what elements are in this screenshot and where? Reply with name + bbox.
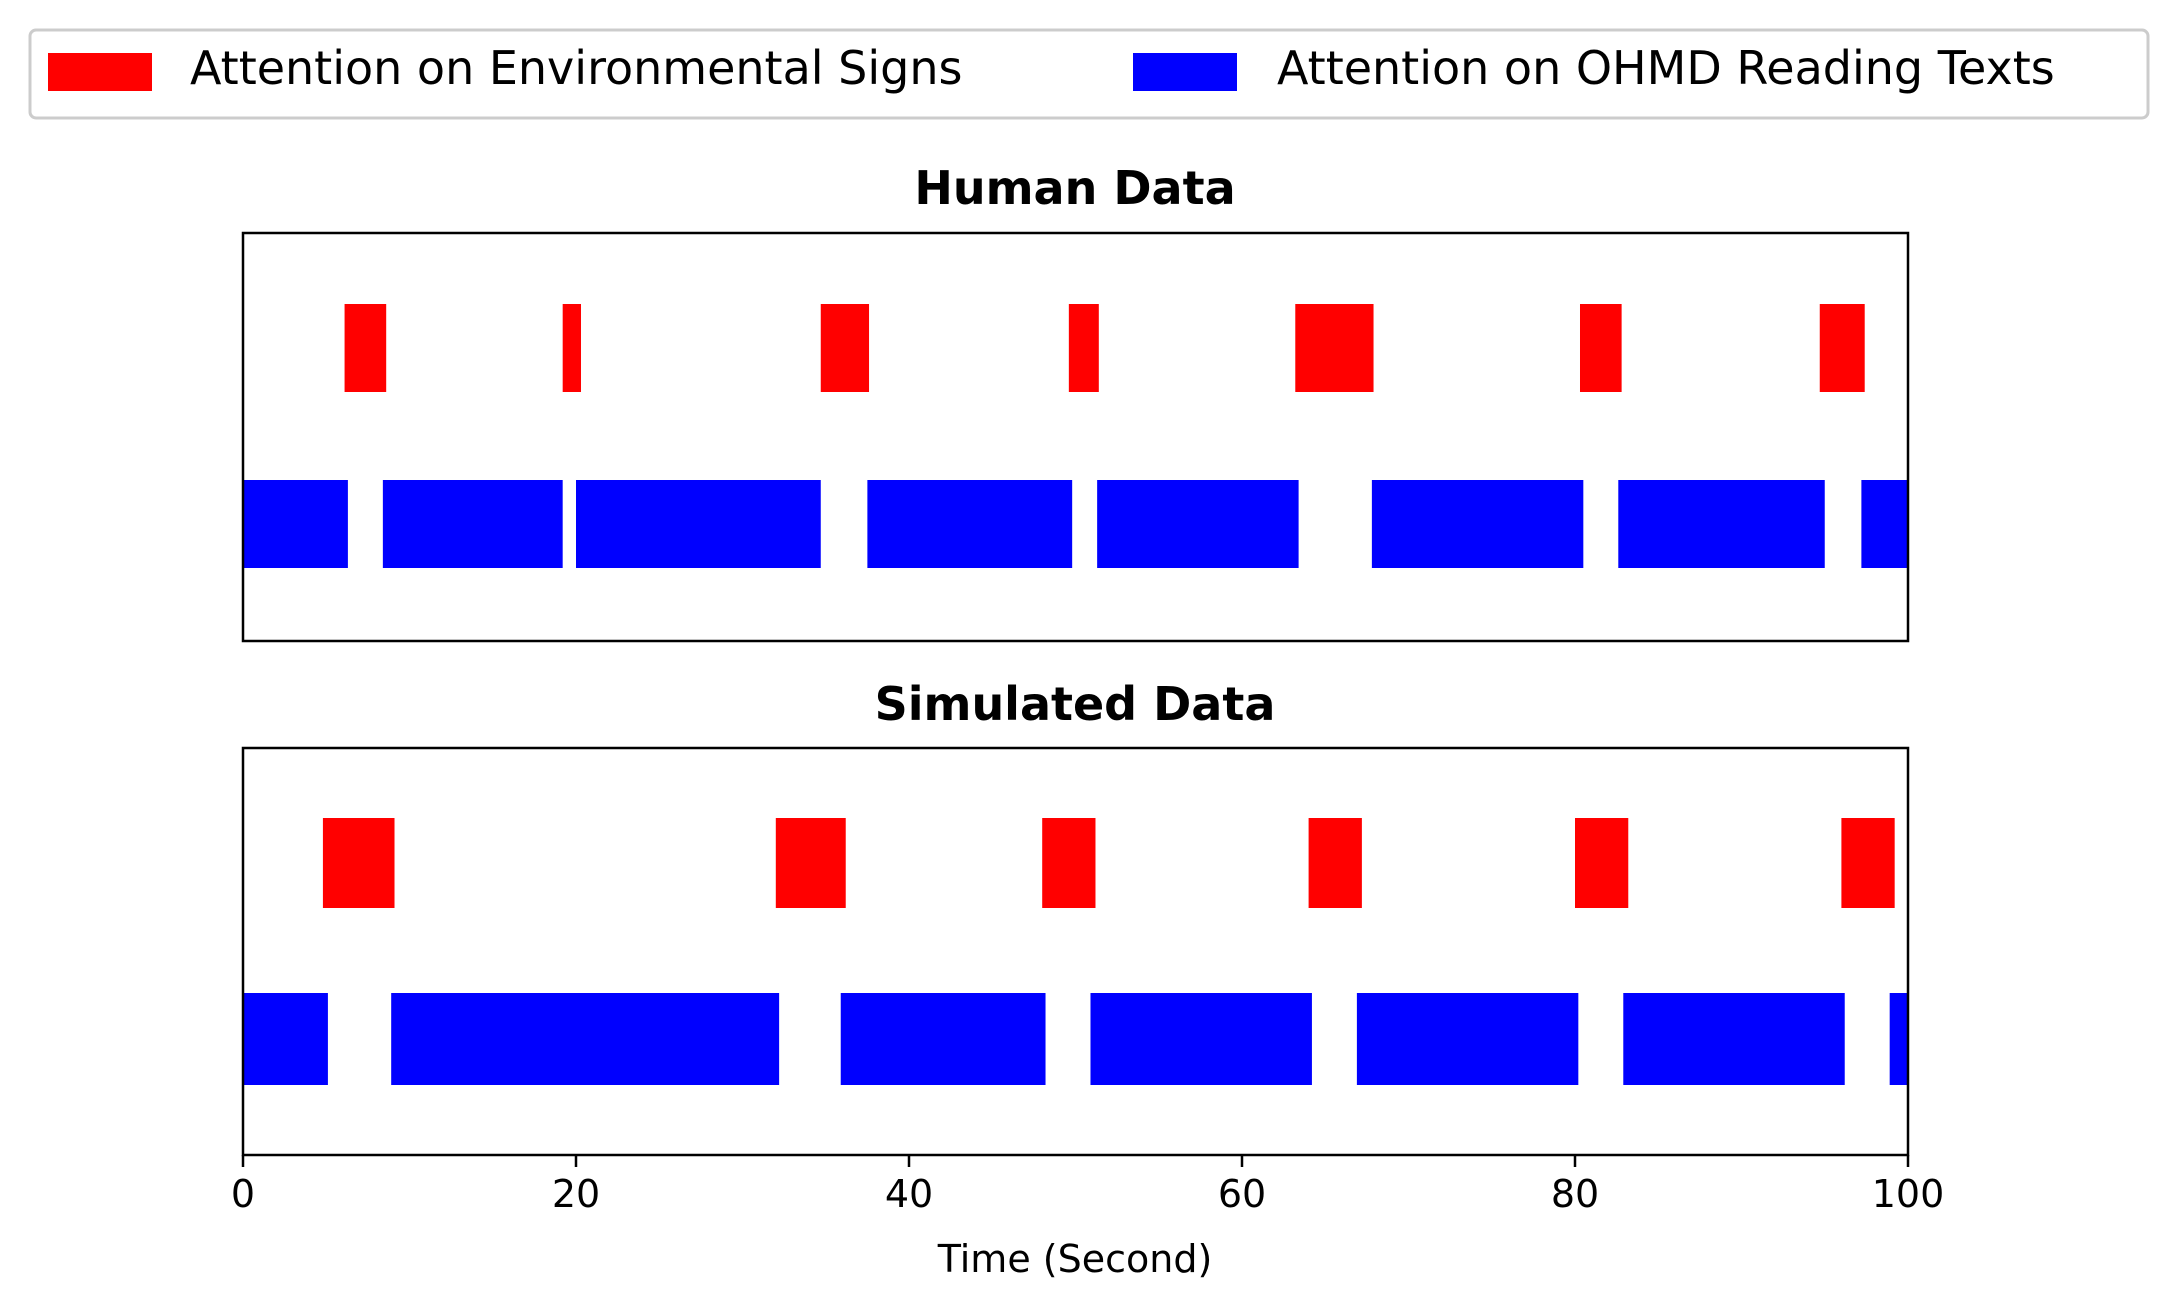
ohmd-reading-bar-0	[243, 480, 348, 568]
panel-title-human-data: Human Data	[914, 161, 1235, 215]
simulated-data-panel: Simulated Data 0 20 40 60 80 100 Time (Second…	[231, 677, 1944, 1281]
human-data-axes-frame	[241, 231, 1910, 643]
ohmd-reading-bar-0	[243, 993, 328, 1085]
legend-swatch-environmental-signs	[48, 53, 152, 91]
human-data-marks	[243, 304, 1908, 568]
ohmd-reading-bar-1	[382, 480, 563, 568]
ohmd-reading-bar-6	[1889, 993, 1908, 1085]
ohmd-reading-bar-2	[840, 993, 1046, 1085]
environmental-signs-bar-3	[1068, 304, 1099, 392]
environmental-signs-bar-3	[1308, 818, 1362, 908]
legend-label-ohmd-reading-texts: Attention on OHMD Reading Texts	[1277, 41, 2055, 95]
environmental-signs-bar-1	[562, 304, 581, 392]
x-tick-label: 0	[231, 1172, 255, 1216]
x-axis: 0 20 40 60 80 100	[231, 1155, 1944, 1216]
ohmd-reading-bar-7	[1861, 480, 1908, 568]
ohmd-reading-bar-1	[391, 993, 780, 1085]
ohmd-reading-bar-6	[1618, 480, 1825, 568]
environmental-signs-bar-2	[820, 304, 870, 392]
environmental-signs-bar-6	[1819, 304, 1865, 392]
x-tick-label: 100	[1872, 1172, 1945, 1216]
human-data-panel: Human Data	[241, 161, 1910, 643]
panel-title-simulated-data: Simulated Data	[875, 677, 1276, 731]
x-tick-label: 80	[1551, 1172, 1599, 1216]
ohmd-reading-bar-5	[1623, 993, 1845, 1085]
ohmd-reading-bar-3	[1090, 993, 1312, 1085]
ohmd-reading-bar-4	[1097, 480, 1299, 568]
environmental-signs-bar-4	[1575, 818, 1629, 908]
ohmd-reading-bar-4	[1356, 993, 1579, 1085]
environmental-signs-bar-0	[322, 818, 395, 908]
environmental-signs-bar-5	[1841, 818, 1895, 908]
x-tick-label: 60	[1218, 1172, 1266, 1216]
ohmd-reading-bar-2	[576, 480, 821, 568]
legend-swatch-ohmd-reading-texts	[1133, 53, 1237, 91]
x-tick-label: 40	[885, 1172, 933, 1216]
environmental-signs-bar-2	[1042, 818, 1096, 908]
simulated-data-marks	[243, 818, 1908, 1085]
environmental-signs-bar-4	[1295, 304, 1374, 392]
environmental-signs-bar-1	[775, 818, 846, 908]
simulated-data-axes-frame	[241, 746, 1910, 1157]
ohmd-reading-bar-3	[867, 480, 1073, 568]
environmental-signs-bar-0	[344, 304, 387, 392]
legend-frame	[28, 28, 2150, 120]
x-axis-label: Time (Second)	[937, 1237, 1213, 1281]
environmental-signs-bar-5	[1579, 304, 1622, 392]
legend-label-environmental-signs: Attention on Environmental Signs	[190, 41, 962, 95]
legend: Attention on Environmental Signs Attenti…	[28, 28, 2150, 120]
x-tick-label: 20	[552, 1172, 600, 1216]
ohmd-reading-bar-5	[1371, 480, 1584, 568]
